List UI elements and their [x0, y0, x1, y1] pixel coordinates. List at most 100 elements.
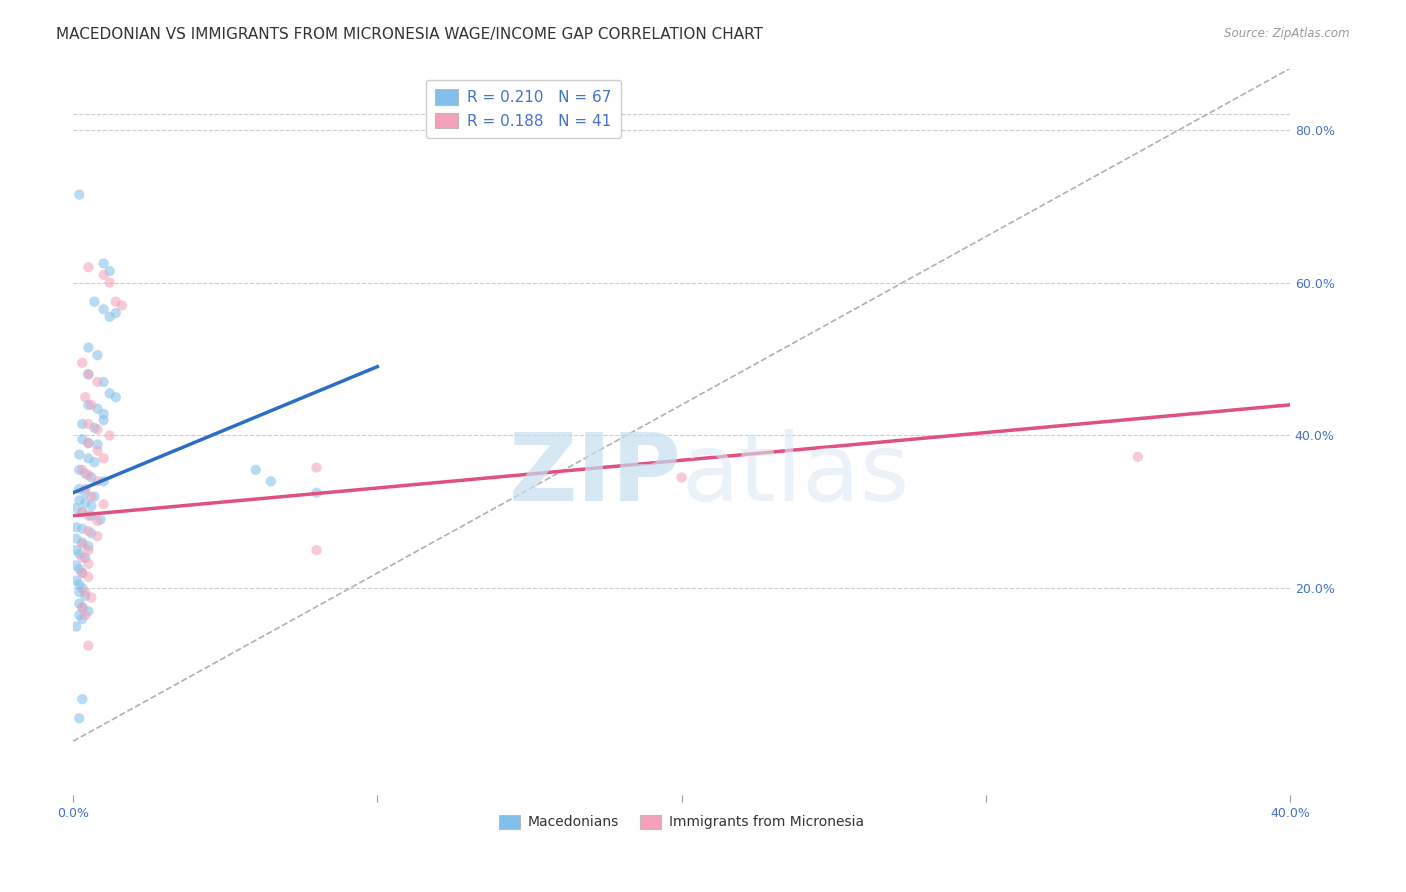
- Point: [72, 600, 94, 615]
- Point: [80, 508, 103, 523]
- Point: [77, 341, 100, 355]
- Point: [305, 543, 328, 558]
- Point: [83, 421, 105, 435]
- Point: [86, 348, 108, 362]
- Point: [93, 413, 115, 427]
- Point: [77, 436, 100, 450]
- Point: [67, 482, 90, 496]
- Point: [65, 543, 87, 558]
- Point: [72, 550, 94, 565]
- Point: [72, 566, 94, 580]
- Point: [77, 417, 100, 431]
- Point: [98, 386, 121, 401]
- Point: [86, 529, 108, 543]
- Point: [98, 310, 121, 324]
- Point: [75, 485, 97, 500]
- Point: [77, 543, 100, 558]
- Point: [72, 505, 94, 519]
- Point: [77, 368, 100, 382]
- Point: [77, 539, 100, 553]
- Point: [75, 608, 97, 623]
- Point: [305, 485, 328, 500]
- Point: [65, 619, 87, 633]
- Point: [77, 570, 100, 584]
- Point: [67, 493, 90, 508]
- Point: [77, 468, 100, 483]
- Point: [93, 407, 115, 421]
- Point: [67, 577, 90, 591]
- Point: [67, 562, 90, 576]
- Point: [80, 398, 103, 412]
- Point: [80, 526, 103, 541]
- Point: [671, 470, 693, 484]
- Point: [77, 451, 100, 466]
- Point: [83, 455, 105, 469]
- Point: [83, 294, 105, 309]
- Point: [83, 490, 105, 504]
- Point: [67, 448, 90, 462]
- Point: [72, 432, 94, 446]
- Point: [86, 443, 108, 458]
- Point: [93, 375, 115, 389]
- Point: [72, 535, 94, 549]
- Point: [1126, 450, 1149, 464]
- Point: [104, 306, 127, 320]
- Point: [93, 302, 115, 317]
- Point: [67, 597, 90, 611]
- Point: [77, 398, 100, 412]
- Point: [72, 417, 94, 431]
- Point: [111, 298, 134, 312]
- Point: [86, 437, 108, 451]
- Point: [75, 482, 97, 496]
- Point: [98, 428, 121, 442]
- Point: [72, 463, 94, 477]
- Point: [72, 505, 94, 519]
- Point: [75, 390, 97, 404]
- Point: [75, 496, 97, 510]
- Point: [98, 276, 121, 290]
- Point: [86, 422, 108, 436]
- Point: [72, 600, 94, 615]
- Point: [260, 475, 283, 489]
- Text: ZIP: ZIP: [509, 429, 682, 521]
- Point: [98, 264, 121, 278]
- Point: [72, 537, 94, 551]
- Text: atlas: atlas: [682, 429, 910, 521]
- Point: [72, 582, 94, 596]
- Text: MACEDONIAN VS IMMIGRANTS FROM MICRONESIA WAGE/INCOME GAP CORRELATION CHART: MACEDONIAN VS IMMIGRANTS FROM MICRONESIA…: [56, 27, 763, 42]
- Text: Source: ZipAtlas.com: Source: ZipAtlas.com: [1225, 27, 1350, 40]
- Point: [77, 557, 100, 571]
- Point: [80, 470, 103, 484]
- Point: [93, 475, 115, 489]
- Point: [77, 604, 100, 618]
- Point: [93, 256, 115, 270]
- Point: [305, 460, 328, 475]
- Point: [67, 711, 90, 725]
- Point: [65, 501, 87, 516]
- Point: [77, 508, 100, 523]
- Point: [75, 589, 97, 603]
- Point: [72, 612, 94, 626]
- Point: [67, 608, 90, 623]
- Point: [86, 375, 108, 389]
- Point: [72, 692, 94, 706]
- Point: [80, 490, 103, 504]
- Point: [67, 547, 90, 561]
- Point: [67, 187, 90, 202]
- Point: [75, 550, 97, 565]
- Point: [77, 639, 100, 653]
- Point: [80, 591, 103, 605]
- Point: [80, 499, 103, 513]
- Point: [104, 390, 127, 404]
- Point: [65, 574, 87, 588]
- Point: [67, 585, 90, 599]
- Point: [93, 497, 115, 511]
- Point: [245, 463, 267, 477]
- Point: [67, 463, 90, 477]
- Point: [72, 522, 94, 536]
- Point: [65, 532, 87, 546]
- Point: [65, 558, 87, 573]
- Point: [77, 368, 100, 382]
- Point: [90, 512, 112, 526]
- Point: [86, 401, 108, 416]
